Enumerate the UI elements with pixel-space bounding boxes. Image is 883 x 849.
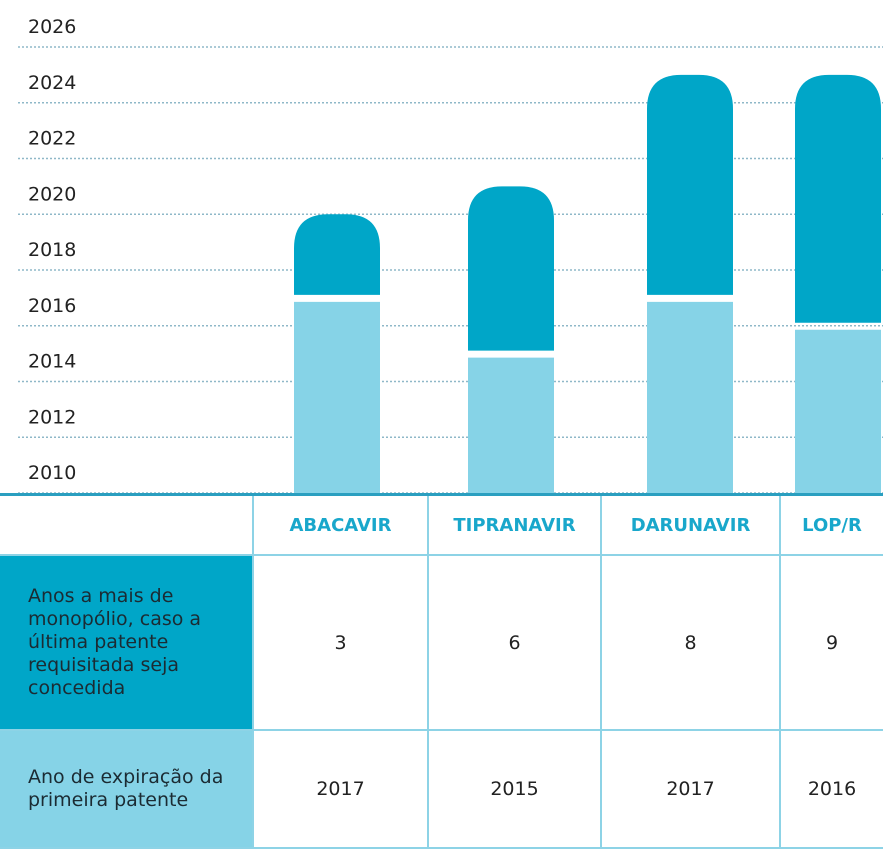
legend-label: Ano de expiração da primeira patente <box>0 729 254 849</box>
value-cell: 2016 <box>779 729 883 849</box>
corner-cell <box>0 493 254 556</box>
y-tick-label: 2014 <box>28 351 76 373</box>
y-tick-label: 2012 <box>28 406 76 428</box>
bar-segment <box>468 186 554 351</box>
value-cell: 2017 <box>252 729 429 849</box>
bar-segment <box>795 74 881 323</box>
category-label: LOP/R <box>779 493 883 556</box>
chart: 2010 2012 2014 2016 2018 2020 2022 2024 2026 <box>18 16 883 493</box>
value-cell: 9 <box>779 554 883 731</box>
data-table: ABACAVIR TIPRANAVIR DARUNAVIR LOP/R Anos… <box>0 493 883 849</box>
y-tick-label: 2016 <box>28 295 76 317</box>
bar-segment <box>647 74 733 295</box>
row: Ano de expiração da primeira patente 201… <box>0 729 883 849</box>
value-cell: 2015 <box>427 729 602 849</box>
bar-segment <box>294 214 380 295</box>
bar-segment <box>468 357 554 493</box>
header-row: ABACAVIR TIPRANAVIR DARUNAVIR LOP/R <box>0 493 883 556</box>
value-cell: 2017 <box>600 729 781 849</box>
y-tick-label: 2010 <box>28 462 76 484</box>
bar-segment <box>647 301 733 493</box>
bar-segment <box>795 329 881 493</box>
bar-segment <box>294 301 380 493</box>
category-label: TIPRANAVIR <box>427 493 602 556</box>
legend-label: Anos a mais de monopólio, caso a última … <box>0 554 254 731</box>
y-tick-label: 2024 <box>28 72 76 94</box>
y-tick-label: 2022 <box>28 128 76 150</box>
y-tick-label: 2020 <box>28 183 76 205</box>
value-cell: 8 <box>600 554 781 731</box>
category-label: DARUNAVIR <box>600 493 781 556</box>
y-tick-label: 2026 <box>28 16 76 38</box>
value-cell: 6 <box>427 554 602 731</box>
value-cell: 3 <box>252 554 429 731</box>
row: Anos a mais de monopólio, caso a última … <box>0 554 883 731</box>
category-label: ABACAVIR <box>252 493 429 556</box>
y-tick-label: 2018 <box>28 239 76 261</box>
